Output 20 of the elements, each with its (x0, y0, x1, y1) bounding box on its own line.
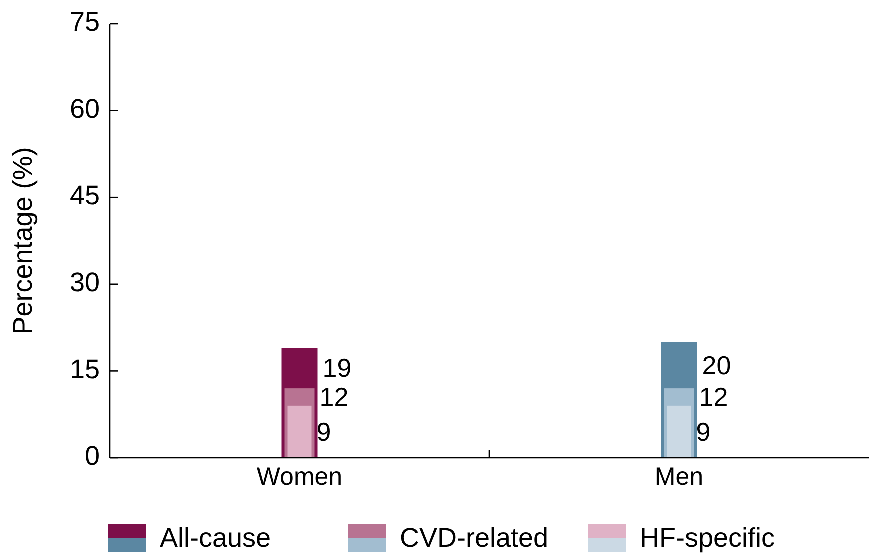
bar (667, 406, 692, 458)
data-label: 12 (320, 382, 349, 412)
data-label: 9 (696, 416, 711, 447)
y-tick-label: 45 (70, 180, 100, 211)
data-label: 19 (322, 353, 352, 384)
bar (288, 406, 312, 458)
data-label: 9 (316, 416, 332, 447)
data-label: 20 (702, 350, 732, 380)
data-label: 12 (699, 382, 728, 412)
y-axis-title: Percentage (%) (8, 147, 38, 335)
legend-label: CVD-related (400, 523, 549, 554)
y-tick-label: 15 (70, 354, 100, 384)
y-tick-label: 30 (70, 268, 100, 298)
legend-label: All-cause (160, 523, 272, 554)
x-tick-label: Men (654, 463, 704, 491)
y-tick-label: 75 (70, 7, 100, 38)
legend-label: HF-specific (640, 523, 776, 554)
x-tick-label: Women (256, 463, 343, 491)
y-tick-label: 0 (84, 441, 100, 472)
y-tick-label: 60 (70, 94, 100, 124)
